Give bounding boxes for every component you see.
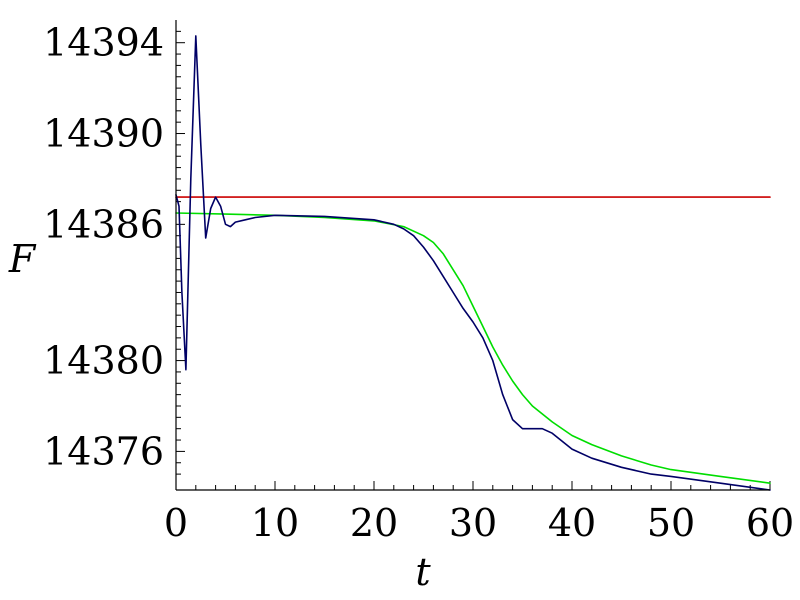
ticks-layer <box>175 30 771 490</box>
tick-labels-layer: 0 10 20 30 40 50 60 14376 14380 14386 14390 14394 <box>43 21 794 545</box>
x-tick-label: 0 <box>164 501 188 545</box>
x-tick-label: 30 <box>449 501 497 545</box>
x-tick-label: 60 <box>746 501 794 545</box>
y-tick-label: 14380 <box>43 339 164 383</box>
series-line-2 <box>175 212 771 485</box>
y-tick-label: 14386 <box>43 202 164 246</box>
series-layer <box>175 35 771 491</box>
x-tick-label: 10 <box>251 501 299 545</box>
y-tick-label: 14376 <box>43 429 164 473</box>
series-line-3 <box>175 35 771 491</box>
x-tick-label: 40 <box>548 501 596 545</box>
x-tick-label: 20 <box>350 501 398 545</box>
y-tick-label: 14394 <box>43 21 164 65</box>
y-axis-title: F <box>8 237 37 281</box>
x-axis-title: t <box>415 550 431 594</box>
y-tick-label: 14390 <box>43 112 164 156</box>
x-tick-label: 50 <box>647 501 695 545</box>
